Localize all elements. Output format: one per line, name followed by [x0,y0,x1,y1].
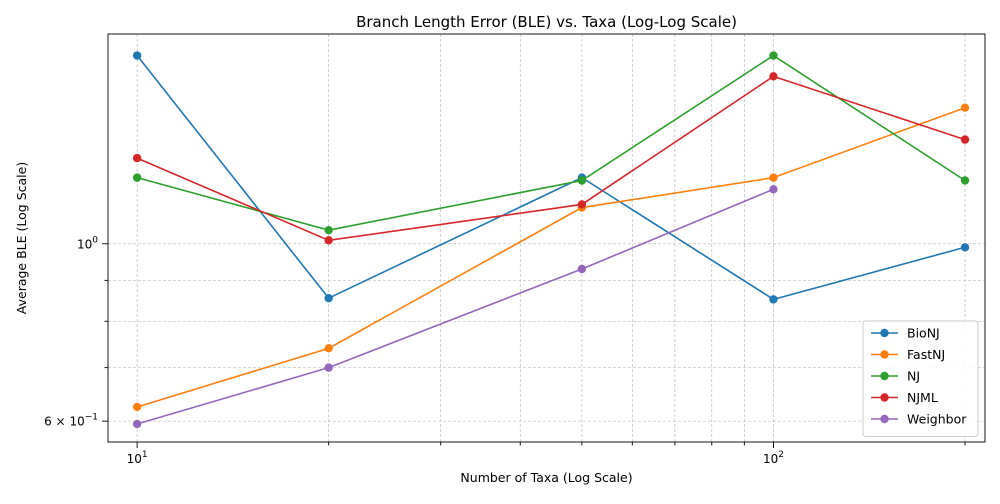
legend-label: NJML [907,390,938,405]
data-point-fastnj [960,103,970,112]
legend-box [862,320,979,437]
legend-swatch-marker [880,350,889,359]
data-point-bionj [960,243,970,252]
data-point-njml [769,72,778,81]
data-point-bionj [324,293,333,303]
series [132,51,970,429]
series-line-fastnj [136,106,966,408]
data-point-bionj [769,295,778,304]
data-point-njml [960,135,970,144]
data-point-njml [577,200,587,209]
data-point-weighbor [769,185,778,194]
data-point-nj [769,51,778,60]
data-point-nj [577,176,587,185]
series-line-bionj [136,55,966,301]
legend-swatch-marker [880,414,889,424]
series-line-weighbor [136,188,774,425]
data-point-fastnj [132,402,142,412]
data-point-bionj [132,51,142,60]
legend-swatch-marker [880,393,889,402]
data-point-weighbor [577,264,587,274]
data-point-nj [132,173,142,182]
legend-item-bionj: BioNJ [871,326,940,341]
x-tick-label: 102 [763,450,784,466]
data-point-nj [960,176,970,185]
legend-label: FastNJ [907,347,945,362]
y-axis-label: Average BLE (Log Scale) [14,162,29,314]
data-point-weighbor [324,363,333,372]
legend-label: BioNJ [907,326,940,341]
series-nj [132,51,970,235]
legend-label: Weighbor [907,412,967,427]
data-point-nj [324,225,333,235]
axis-ticks: 101 102 100 6 × 10−1 [44,235,966,466]
data-point-weighbor [132,419,142,429]
legend-item-njml: NJML [871,390,938,405]
data-point-fastnj [769,173,778,182]
series-line-njml [136,75,966,242]
legend-swatch-marker [880,371,889,381]
legend-item-weighbor: Weighbor [871,412,967,427]
chart-title: Branch Length Error (BLE) vs. Taxa (Log-… [356,13,737,31]
y-tick-label: 6 × 10−1 [44,413,98,429]
legend-item-nj: NJ [871,369,920,384]
series-line-nj [136,54,966,232]
y-tick-label: 100 [77,235,98,251]
series-weighbor [132,185,778,429]
data-point-njml [132,153,142,163]
legend-label: NJ [907,369,920,384]
legend: BioNJ FastNJ NJ NJML Weighbor [862,320,979,437]
data-point-fastnj [324,344,333,353]
legend-swatch-marker [880,328,889,338]
legend-item-fastnj: FastNJ [871,347,945,362]
series-fastnj [132,103,970,412]
series-njml [132,72,970,245]
x-tick-label: 101 [127,450,148,466]
data-point-njml [324,236,333,245]
plot-area-frame [107,33,986,443]
x-axis-label: Number of Taxa (Log Scale) [460,470,632,485]
grid [108,34,985,442]
series-bionj [132,51,970,304]
